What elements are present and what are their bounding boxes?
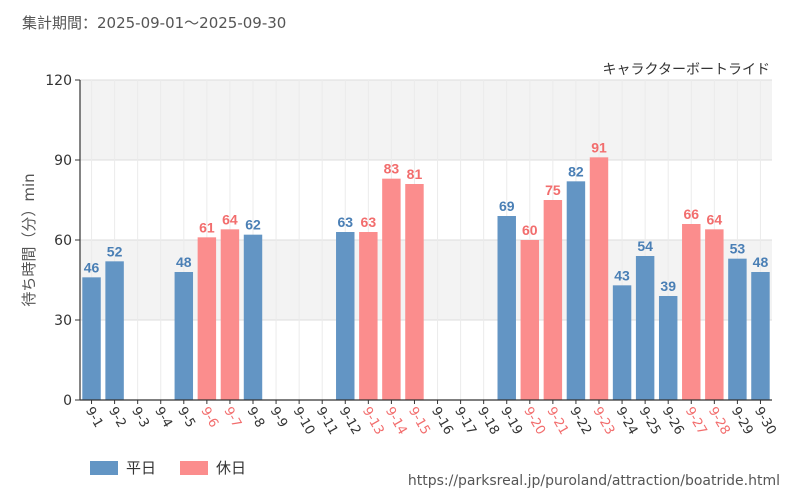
x-tick-label-9-1: 9-1	[82, 405, 106, 431]
x-tick-label-9-27: 9-27	[682, 405, 710, 438]
x-tick-label-9-26: 9-26	[659, 405, 687, 438]
data-label-9-23: 91	[591, 139, 607, 155]
data-label-9-27: 66	[683, 206, 699, 222]
bar-9-8	[243, 234, 263, 400]
bar-9-6	[197, 237, 217, 400]
x-tick-label-9-15: 9-15	[405, 405, 433, 438]
legend-swatch-holiday	[180, 460, 209, 475]
bar-9-15	[405, 184, 424, 400]
x-tick-label-9-23: 9-23	[590, 405, 618, 438]
x-tick-label-9-11: 9-11	[313, 405, 341, 438]
data-label-9-24: 43	[614, 267, 630, 283]
data-label-9-20: 60	[522, 222, 538, 238]
x-tick-label-9-28: 9-28	[705, 405, 733, 438]
legend: 平日 休日	[90, 457, 246, 478]
bar-9-14	[382, 178, 401, 400]
data-label-9-15: 81	[407, 166, 423, 182]
x-tick-label-9-29: 9-29	[728, 405, 756, 438]
x-tick-label-9-20: 9-20	[520, 405, 548, 438]
data-label-9-12: 63	[337, 214, 353, 230]
bar-9-26	[658, 296, 678, 400]
x-tick-label-9-14: 9-14	[382, 405, 410, 438]
bars	[82, 157, 770, 400]
y-axis-label: 待ち時間（分）min	[20, 173, 38, 306]
y-ticks: 0 30 60 90 120	[45, 73, 80, 409]
x-tick-label-9-6: 9-6	[197, 405, 221, 431]
x-tick-label-9-19: 9-19	[497, 405, 525, 438]
data-label-9-8: 62	[245, 217, 261, 233]
data-label-9-5: 48	[176, 254, 192, 270]
x-tick-label-9-10: 9-10	[290, 405, 318, 438]
y-tick-label: 90	[54, 153, 72, 169]
data-label-9-6: 61	[199, 219, 215, 235]
bar-9-21	[543, 200, 563, 400]
bar-9-23	[589, 157, 609, 400]
data-label-9-26: 39	[660, 278, 676, 294]
data-label-9-1: 46	[84, 259, 100, 275]
data-label-9-2: 52	[107, 243, 123, 259]
bar-9-25	[635, 256, 655, 400]
data-label-9-28: 64	[707, 211, 723, 227]
data-label-9-25: 54	[637, 238, 653, 254]
bar-9-2	[105, 261, 124, 400]
data-label-9-7: 64	[222, 211, 238, 227]
bar-9-7	[220, 229, 240, 400]
bar-9-12	[336, 232, 355, 400]
x-tick-label-9-13: 9-13	[359, 405, 387, 438]
x-tick-labels: 9-1 9-2 9-3 9-4 9-5 9-6 9-7 9-8 9-9 9-109-119-129…	[82, 400, 779, 438]
bar-9-22	[566, 181, 586, 400]
bar-9-19	[497, 216, 516, 400]
y-tick-label: 0	[63, 393, 72, 409]
x-tick-label-9-12: 9-12	[336, 405, 364, 438]
data-label-9-29: 53	[730, 241, 746, 257]
legend-label-holiday: 休日	[216, 459, 247, 477]
y-tick-label: 30	[54, 313, 72, 329]
legend-label-weekday: 平日	[126, 459, 157, 477]
x-tick-label-9-22: 9-22	[566, 405, 594, 438]
x-tick-label-9-5: 9-5	[174, 405, 198, 431]
plot-bands	[80, 80, 772, 320]
x-tick-label-9-17: 9-17	[451, 405, 479, 438]
x-tick-label-9-24: 9-24	[613, 405, 641, 438]
plot-band	[80, 240, 772, 320]
data-label-9-21: 75	[545, 182, 561, 198]
legend-item-weekday: 平日	[90, 457, 156, 478]
data-label-9-30: 48	[753, 254, 769, 270]
x-tick-label-9-8: 9-8	[244, 405, 268, 431]
legend-swatch-weekday	[90, 460, 118, 475]
x-tick-label-9-4: 9-4	[151, 405, 175, 431]
x-tick-label-9-21: 9-21	[543, 405, 571, 438]
bar-9-1	[82, 277, 101, 400]
legend-item-holiday: 休日	[180, 457, 246, 478]
bar-9-29	[728, 258, 747, 400]
source-url: https://parksreal.jp/puroland/attraction…	[407, 473, 780, 489]
y-tick-label: 60	[54, 233, 72, 249]
chart-title: キャラクターボートライド	[603, 62, 770, 78]
data-label-9-22: 82	[568, 163, 584, 179]
bar-9-5	[174, 272, 194, 400]
data-label-9-14: 83	[384, 161, 400, 177]
x-tick-label-9-16: 9-16	[428, 405, 456, 438]
bar-9-24	[612, 285, 632, 400]
bar-9-13	[359, 232, 378, 400]
x-tick-label-9-25: 9-25	[636, 405, 664, 438]
bar-9-20	[520, 240, 540, 400]
x-tick-label-9-18: 9-18	[474, 405, 502, 438]
bar-9-30	[751, 272, 770, 400]
x-tick-label-9-3: 9-3	[128, 405, 152, 431]
plot-band	[80, 80, 772, 160]
period-label: 集計期間：2025-09-01～2025-09-30	[22, 14, 287, 32]
data-labels: 46 52 48 61 64 62 63 63 83 81 69 60 75 82 91 43 54 39 66 64…	[84, 139, 769, 294]
data-label-9-19: 69	[499, 198, 515, 214]
x-tick-label-9-2: 9-2	[105, 405, 129, 431]
bar-9-27	[682, 224, 701, 400]
x-tick-label-9-7: 9-7	[220, 405, 244, 431]
y-tick-label: 120	[45, 73, 72, 89]
data-label-9-13: 63	[361, 214, 377, 230]
bar-9-28	[705, 229, 724, 400]
x-tick-label-9-30: 9-30	[751, 405, 779, 438]
x-tick-label-9-9: 9-9	[267, 405, 291, 431]
